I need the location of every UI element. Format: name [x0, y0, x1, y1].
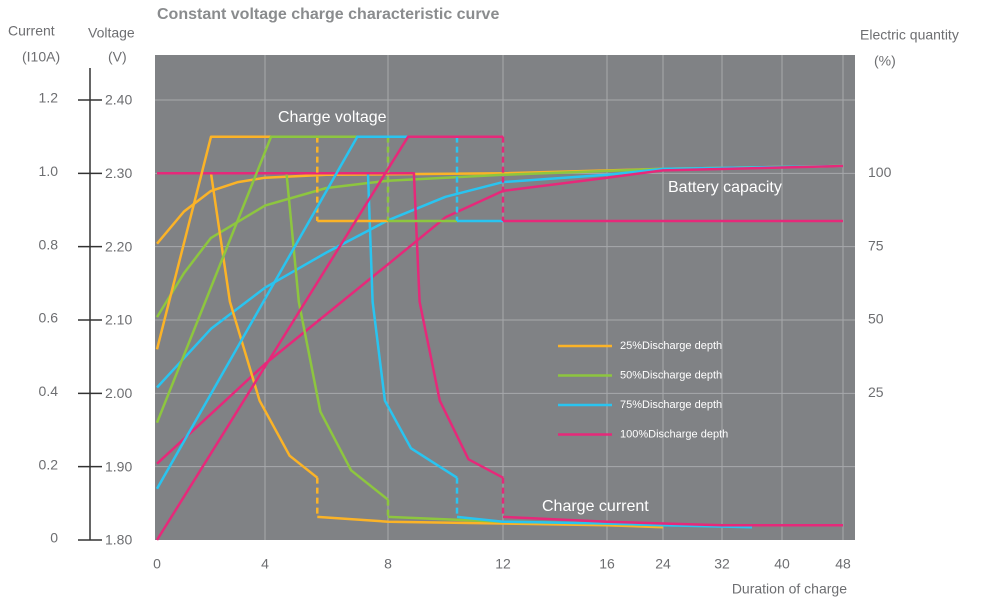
x-tick-label: 8: [384, 556, 392, 572]
x-tick-label: 12: [495, 556, 511, 572]
curve: [155, 135, 457, 424]
legend-label: 100%Discharge depth: [620, 428, 728, 440]
x-tick-label: 24: [655, 556, 671, 572]
curve: [156, 164, 844, 389]
x-tick-label: 40: [774, 556, 790, 572]
y2-tick-label: 2.10: [105, 312, 132, 328]
plot-area: [155, 55, 855, 540]
chart-title: Constant voltage charge characteristic c…: [157, 6, 499, 23]
y2-axis-label: Voltage: [88, 25, 135, 41]
y2-tick-label: 2.40: [105, 92, 132, 108]
y3-axis-unit: (%): [874, 53, 896, 69]
y-axis-label: Current: [8, 23, 55, 39]
y3-tick-label: 75: [868, 237, 884, 253]
y-tick-label: 0.4: [39, 383, 59, 399]
x-tick-label: 16: [599, 556, 615, 572]
x-tick-label: 32: [714, 556, 730, 572]
y3-axis-label: Electric quantity: [860, 27, 959, 43]
curve: [157, 172, 843, 527]
y-tick-label: 0.6: [39, 310, 59, 326]
y-tick-label: 0.2: [39, 456, 59, 472]
annotation: Charge voltage: [278, 109, 387, 126]
y3-tick-label: 25: [868, 384, 884, 400]
legend-label: 75%Discharge depth: [620, 399, 722, 411]
annotation: Charge current: [542, 498, 649, 515]
annotation: Battery capacity: [668, 179, 782, 196]
y-tick-label: 0.8: [39, 236, 59, 252]
y2-tick-label: 2.30: [105, 165, 132, 181]
y2-tick-label: 1.80: [105, 532, 132, 548]
y-tick-label: 1.2: [39, 90, 59, 106]
legend-label: 50%Discharge depth: [620, 369, 722, 381]
y-axis-unit: (I10A): [22, 49, 60, 65]
y-tick-label: 0: [50, 530, 58, 546]
y3-tick-label: 50: [868, 311, 884, 327]
y2-axis-unit: (V): [108, 49, 127, 65]
y2-tick-label: 2.00: [105, 385, 132, 401]
y2-tick-label: 1.90: [105, 458, 132, 474]
x-tick-label: 0: [153, 556, 161, 572]
legend-label: 25%Discharge depth: [620, 340, 722, 352]
curve: [155, 135, 843, 541]
x-tick-label: 4: [261, 556, 269, 572]
x-tick-label: 48: [835, 556, 851, 572]
y2-tick-label: 2.20: [105, 238, 132, 254]
y3-tick-label: 100: [868, 164, 892, 180]
y-tick-label: 1.0: [39, 163, 59, 179]
curve: [155, 164, 844, 318]
x-axis-label: Duration of charge: [732, 581, 847, 597]
